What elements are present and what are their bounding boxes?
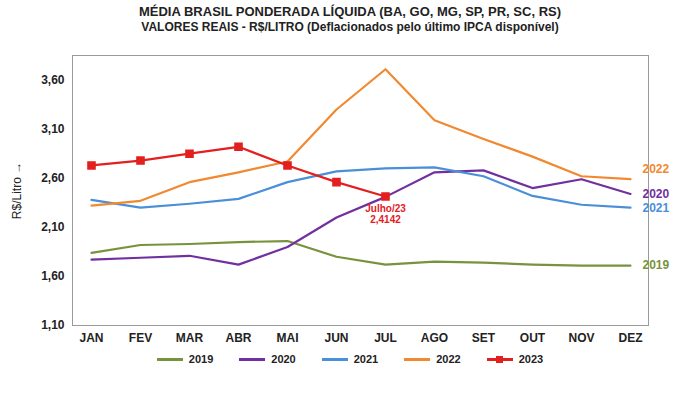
- svg-text:2020: 2020: [643, 187, 670, 201]
- svg-text:2019: 2019: [643, 258, 670, 272]
- svg-text:3,10: 3,10: [41, 122, 65, 136]
- svg-text:OUT: OUT: [520, 331, 546, 345]
- svg-text:MAI: MAI: [277, 331, 299, 345]
- svg-text:JUL: JUL: [374, 331, 397, 345]
- svg-text:2,10: 2,10: [41, 220, 65, 234]
- svg-text:JAN: JAN: [79, 331, 103, 345]
- svg-text:MAR: MAR: [176, 331, 204, 345]
- svg-text:ABR: ABR: [226, 331, 252, 345]
- svg-text:R$/Litro →: R$/Litro →: [10, 162, 24, 219]
- svg-text:Julho/23: Julho/23: [365, 203, 406, 214]
- html-text:2021: 2021: [353, 353, 379, 365]
- html-text:2020: 2020: [271, 353, 296, 365]
- svg-text:2022: 2022: [643, 162, 670, 176]
- svg-text:2021: 2021: [643, 201, 670, 215]
- svg-text:AGO: AGO: [421, 331, 448, 345]
- svg-text:JUN: JUN: [324, 331, 348, 345]
- svg-text:3,60: 3,60: [41, 73, 65, 87]
- html-text:2022: 2022: [436, 353, 461, 365]
- svg-text:2,4142: 2,4142: [370, 214, 401, 225]
- svg-text:1,60: 1,60: [41, 269, 65, 283]
- html-text:VALORES REAIS - R$/LITRO (Defl: VALORES REAIS - R$/LITRO (Deflacionados …: [141, 20, 559, 34]
- svg-text:FEV: FEV: [129, 331, 152, 345]
- svg-text:SET: SET: [472, 331, 496, 345]
- svg-text:2,60: 2,60: [41, 171, 65, 185]
- svg-text:NOV: NOV: [568, 331, 594, 345]
- html-text:2023: 2023: [518, 353, 544, 365]
- svg-text:DEZ: DEZ: [619, 331, 643, 345]
- svg-text:1,10: 1,10: [41, 318, 65, 332]
- html-text:MÉDIA BRASIL PONDERADA LÍQUIDA: MÉDIA BRASIL PONDERADA LÍQUIDA (BA, GO, …: [139, 4, 561, 19]
- html-text:2019: 2019: [188, 353, 214, 365]
